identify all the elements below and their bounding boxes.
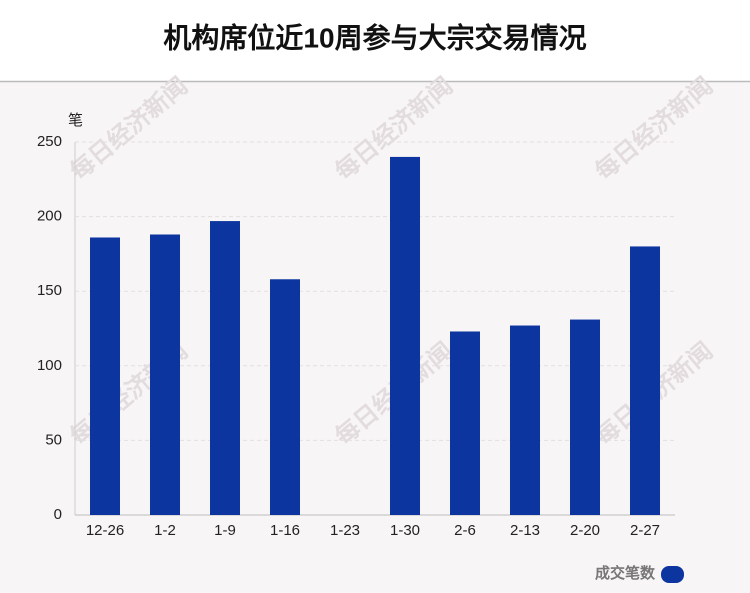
y-tick-label: 150 — [37, 282, 62, 299]
bar — [390, 156, 420, 516]
x-tick-label: 2-6 — [454, 522, 476, 539]
bar — [510, 325, 540, 515]
bar — [630, 246, 660, 515]
x-tick-label: 12-26 — [86, 522, 124, 539]
bar — [210, 221, 240, 516]
y-tick-label: 250 — [37, 133, 62, 150]
x-tick-label: 2-20 — [570, 522, 600, 539]
title-band — [0, 0, 750, 81]
y-tick-label: 0 — [54, 506, 62, 523]
legend-swatch — [661, 566, 684, 583]
watermark: 每日经济新闻 — [65, 72, 193, 186]
y-tick-label: 100 — [37, 357, 62, 374]
x-tick-label: 1-2 — [154, 522, 176, 539]
x-tick-label: 1-9 — [214, 522, 236, 539]
chart-title: 机构席位近10周参与大宗交易情况 — [163, 21, 586, 53]
bar — [450, 331, 480, 515]
x-tick-label: 2-27 — [630, 522, 660, 539]
y-tick-label: 200 — [37, 208, 62, 225]
x-tick-label: 1-16 — [270, 522, 300, 539]
y-unit: 笔 — [68, 112, 83, 129]
x-tick-label: 2-13 — [510, 522, 540, 539]
y-tick-label: 50 — [45, 431, 62, 448]
bar — [270, 279, 300, 515]
bar — [150, 234, 180, 515]
bar — [90, 237, 120, 515]
x-tick-label: 1-30 — [390, 522, 420, 539]
legend-label: 成交笔数 — [595, 564, 656, 582]
x-tick-label: 1-23 — [330, 522, 360, 539]
bar — [570, 319, 600, 515]
watermark: 每日经济新闻 — [590, 72, 718, 186]
